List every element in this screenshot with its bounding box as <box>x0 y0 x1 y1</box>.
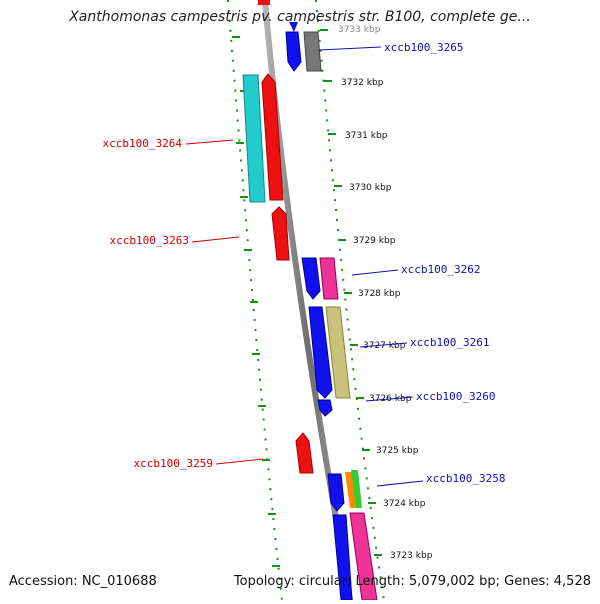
gene-label-xccb100-3258: xccb100_3258 <box>426 472 505 485</box>
accession-label: Accession: NC_010688 <box>9 574 157 589</box>
forward-strand-genes <box>285 22 378 601</box>
gene-feature <box>258 0 270 5</box>
leader-line <box>215 458 264 465</box>
gene-feature <box>319 257 339 300</box>
leader-line <box>359 342 408 348</box>
map-title: Xanthomonas campestris pv. campestris st… <box>69 9 531 25</box>
gene-label-xccb100-3265: xccb100_3265 <box>384 41 463 54</box>
scale-tick-label: 3731 kbp <box>345 131 388 141</box>
scale-tick-label: 3728 kbp <box>358 289 401 299</box>
gene-feature <box>242 74 266 203</box>
genome-summary: Topology: circular; Length: 5,079,002 bp… <box>233 574 591 589</box>
gene-label-xccb100-3264: xccb100_3264 <box>103 137 183 150</box>
leader-line <box>185 139 234 145</box>
gene-feature <box>351 470 362 508</box>
scale-labels: 3733 kbp 3732 kbp 3731 kbp 3730 kbp 3729… <box>338 25 433 561</box>
gene-leader-lines <box>185 46 424 487</box>
gene-feature <box>308 306 333 399</box>
gene-feature <box>303 31 322 72</box>
leader-line <box>365 396 414 402</box>
gene-feature <box>285 31 302 72</box>
gene-label-xccb100-3261: xccb100_3261 <box>410 336 489 349</box>
leader-line <box>318 46 382 51</box>
leader-line <box>191 236 240 243</box>
gene-feature <box>289 22 298 32</box>
gene-labels: xccb100_3265 xccb100_3264 xccb100_3263 x… <box>103 41 506 485</box>
scale-tick-label: 3730 kbp <box>349 183 392 193</box>
scale-tick-label: 3733 kbp <box>338 25 381 35</box>
leader-line <box>376 480 424 487</box>
scale-tick-label: 3729 kbp <box>353 236 396 246</box>
gene-feature <box>345 472 356 508</box>
gene-label-xccb100-3262: xccb100_3262 <box>401 263 480 276</box>
gene-label-xccb100-3263: xccb100_3263 <box>110 234 189 247</box>
gene-label-xccb100-3260: xccb100_3260 <box>416 390 495 403</box>
scale-tick-label: 3724 kbp <box>383 499 426 509</box>
tick-marks <box>232 29 382 567</box>
scale-tick-label: 3723 kbp <box>390 551 433 561</box>
scale-tick-label: 3732 kbp <box>341 78 384 88</box>
genome-backbone <box>261 0 354 604</box>
leader-line <box>351 269 399 276</box>
scale-tick-label: 3727 kbp <box>363 341 406 351</box>
gene-feature <box>271 206 290 261</box>
outer-ring-right <box>315 0 385 601</box>
gene-feature <box>317 399 333 417</box>
gene-feature <box>261 73 284 201</box>
scale-tick-label: 3725 kbp <box>376 446 419 456</box>
gene-label-xccb100-3259: xccb100_3259 <box>134 457 213 470</box>
gene-feature <box>325 306 351 399</box>
gene-feature <box>301 257 321 300</box>
reverse-strand-genes <box>242 0 314 474</box>
gene-feature <box>295 432 314 474</box>
gene-feature <box>327 473 345 512</box>
